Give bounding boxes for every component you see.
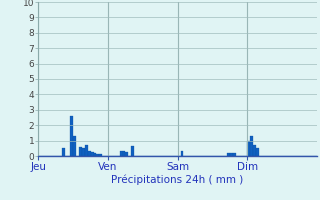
Bar <box>247 141 250 156</box>
Bar <box>96 154 99 156</box>
Bar <box>125 152 128 156</box>
Bar <box>233 153 236 156</box>
Bar <box>79 147 82 156</box>
Bar <box>61 148 65 156</box>
Bar <box>227 153 230 156</box>
Bar <box>123 151 125 156</box>
Bar <box>82 148 85 156</box>
Bar <box>91 152 93 156</box>
Bar <box>120 151 123 156</box>
Bar <box>70 116 73 156</box>
Bar <box>93 153 96 156</box>
Bar <box>250 136 253 156</box>
Bar <box>88 151 91 156</box>
Bar <box>131 146 134 156</box>
Bar <box>73 136 76 156</box>
Bar <box>99 154 102 156</box>
Bar <box>85 145 88 156</box>
Bar <box>256 148 259 156</box>
X-axis label: Précipitations 24h ( mm ): Précipitations 24h ( mm ) <box>111 174 244 185</box>
Bar <box>253 145 256 156</box>
Bar <box>180 151 183 156</box>
Bar <box>230 153 233 156</box>
